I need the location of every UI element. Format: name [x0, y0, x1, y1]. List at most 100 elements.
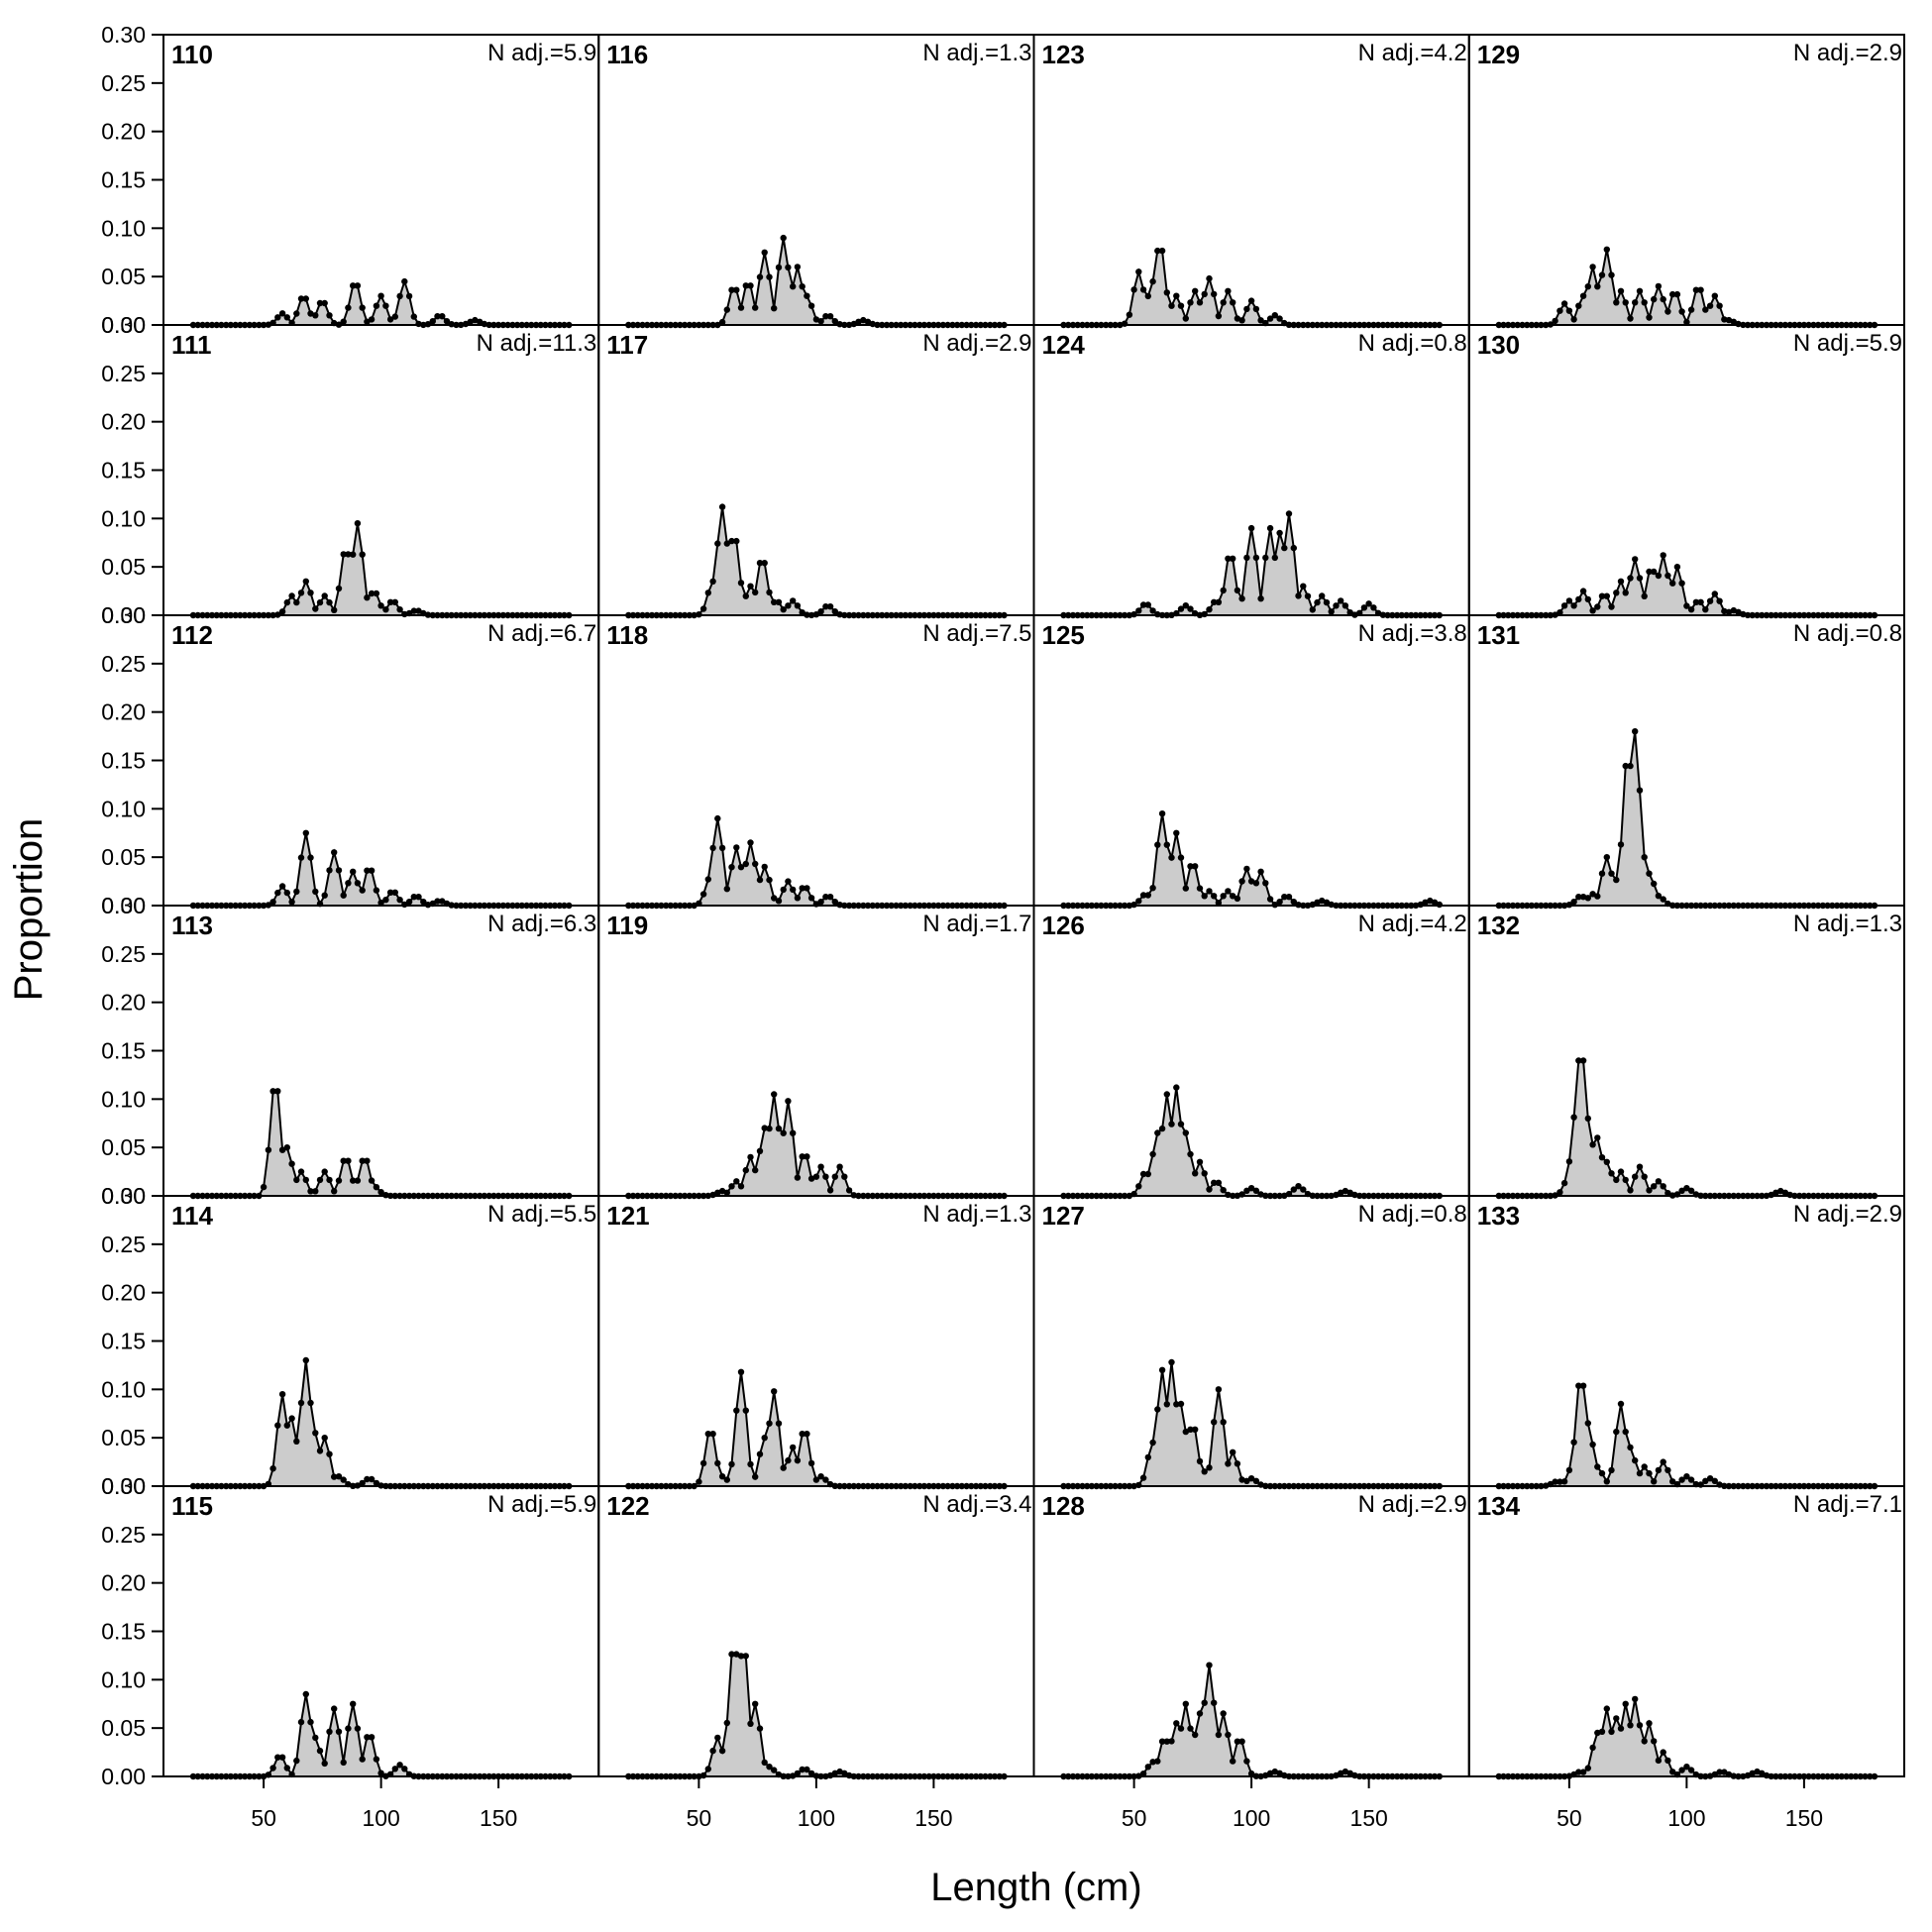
data-point	[1683, 602, 1690, 609]
data-point	[302, 295, 309, 302]
data-point	[807, 302, 815, 309]
area-fill	[1498, 1060, 1875, 1196]
data-point	[1211, 598, 1218, 605]
data-point	[771, 1767, 778, 1773]
data-point	[1215, 1386, 1223, 1393]
data-point	[1238, 1738, 1245, 1745]
data-point	[1290, 899, 1298, 906]
data-point	[1552, 317, 1558, 325]
data-point	[260, 1183, 268, 1191]
data-point	[1570, 1439, 1577, 1446]
nadj-label: N adj.=2.9	[1358, 1491, 1467, 1518]
data-point	[1570, 602, 1577, 609]
data-point	[1163, 289, 1171, 296]
panel-121: 121 N adj.=1.3	[597, 1195, 1035, 1490]
data-point	[756, 1147, 764, 1155]
area-fill	[1498, 249, 1875, 325]
data-point	[1622, 1176, 1629, 1184]
data-point	[1243, 305, 1250, 313]
y-tick-label: 0.05	[101, 1134, 146, 1160]
data-point	[761, 560, 768, 567]
data-point	[1560, 1478, 1568, 1485]
data-point	[373, 887, 380, 894]
data-point	[1641, 1173, 1648, 1180]
data-point	[1196, 1158, 1204, 1166]
panel-127: 127 N adj.=0.8	[1032, 1195, 1470, 1490]
data-point	[1636, 287, 1644, 294]
y-tick-label: 0.25	[101, 1232, 146, 1257]
data-point	[1617, 1400, 1625, 1408]
data-point	[752, 1473, 759, 1480]
data-point	[1126, 311, 1133, 318]
data-point	[1230, 893, 1236, 900]
data-point	[1168, 1738, 1175, 1745]
nadj-label: N adj.=5.9	[487, 1491, 596, 1518]
data-point	[350, 1177, 357, 1184]
data-point	[1627, 575, 1634, 582]
panel-label: 122	[606, 1491, 649, 1521]
data-point	[1589, 1141, 1596, 1148]
data-point	[1290, 1186, 1298, 1193]
data-point	[1319, 592, 1326, 599]
data-point	[1706, 302, 1714, 309]
data-point	[1622, 1428, 1629, 1436]
series-line	[1063, 1664, 1440, 1777]
data-point	[368, 590, 376, 597]
data-point	[785, 1098, 792, 1105]
data-point	[1627, 1187, 1634, 1194]
nadj-label: N adj.=5.9	[1793, 330, 1902, 357]
data-point	[718, 844, 726, 852]
data-point	[747, 1153, 754, 1161]
data-point	[1575, 595, 1582, 603]
data-point	[831, 1770, 838, 1777]
data-point	[794, 895, 802, 902]
data-point	[359, 1479, 366, 1487]
data-point	[1276, 315, 1283, 322]
data-point	[1584, 1420, 1592, 1427]
data-point	[1669, 1478, 1676, 1485]
data-point	[340, 1759, 347, 1767]
y-tick-label: 0.15	[101, 748, 146, 774]
data-point	[1646, 870, 1653, 877]
data-point	[1163, 1738, 1171, 1745]
data-point	[1570, 316, 1577, 323]
data-point	[785, 878, 792, 885]
data-point	[794, 1770, 802, 1777]
data-point	[293, 1176, 300, 1184]
data-point	[368, 316, 376, 323]
data-point	[1215, 1179, 1223, 1187]
data-point	[1584, 1765, 1592, 1771]
data-point	[1613, 1176, 1620, 1184]
data-point	[1266, 896, 1274, 903]
data-point	[1154, 1129, 1161, 1136]
area-fill	[1063, 1362, 1440, 1486]
data-point	[434, 898, 441, 905]
data-point	[1225, 1460, 1232, 1467]
data-point	[790, 1129, 797, 1136]
data-point	[1158, 247, 1166, 255]
area-fill	[1063, 1087, 1440, 1196]
data-point	[831, 608, 838, 615]
data-point	[1139, 1170, 1147, 1178]
data-point	[1220, 299, 1227, 306]
data-point	[1749, 1770, 1756, 1777]
data-point	[1651, 1478, 1658, 1485]
data-point	[737, 1368, 745, 1376]
data-point	[274, 314, 281, 321]
x-tick-label: 50	[687, 1805, 712, 1831]
y-tick-label: 0.15	[101, 458, 146, 483]
data-point	[780, 1464, 787, 1471]
panel-label: 130	[1477, 330, 1520, 360]
data-point	[1660, 1749, 1666, 1756]
y-tick-label: 0.10	[101, 1086, 146, 1112]
data-point	[302, 829, 309, 836]
data-point	[1617, 1168, 1625, 1175]
y-tick-label: 0.10	[101, 796, 146, 821]
data-point	[1598, 1728, 1606, 1736]
data-point	[1177, 1400, 1185, 1408]
nadj-label: N adj.=0.8	[1358, 330, 1467, 357]
data-point	[1575, 1057, 1582, 1064]
data-point	[354, 1725, 362, 1732]
data-point	[1187, 1725, 1194, 1732]
nadj-label: N adj.=11.3	[477, 330, 597, 357]
